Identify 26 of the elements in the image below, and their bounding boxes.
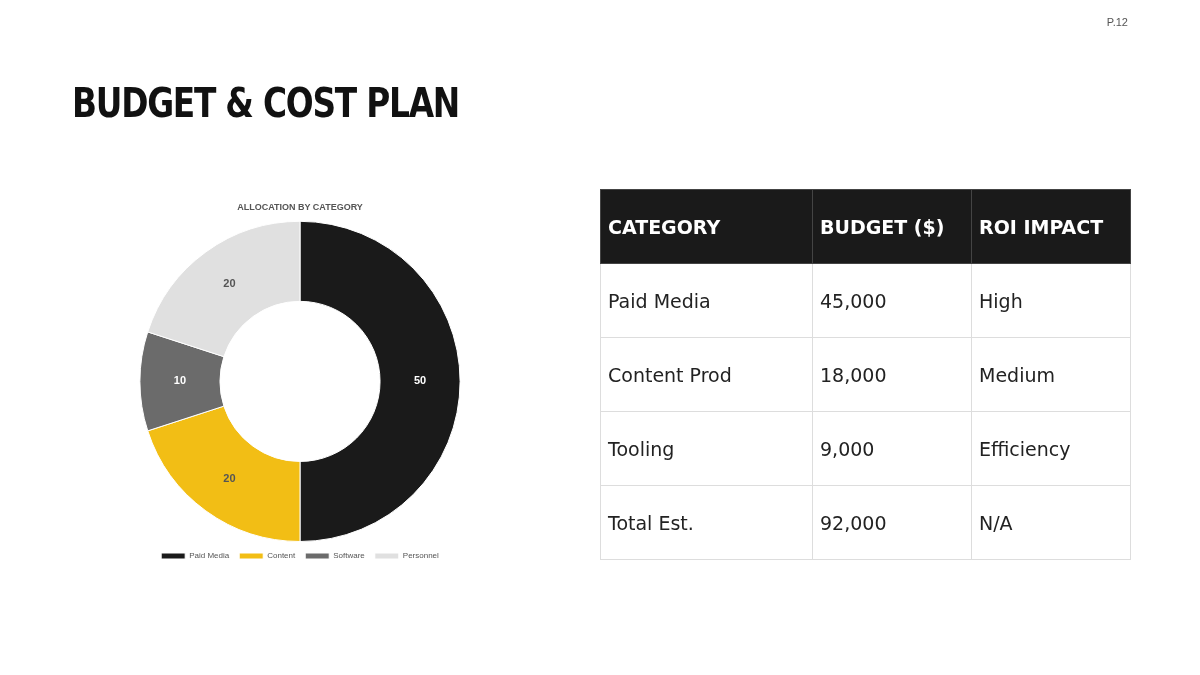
data-label: 20: [223, 471, 236, 484]
text: 9,000: [812, 411, 972, 486]
chart-title: ALLOCATION BY CATEGORY: [237, 201, 363, 212]
text: Content Prod: [600, 337, 813, 412]
data-label: 10: [173, 374, 187, 387]
category-label: CATEGORY: [600, 189, 813, 264]
text: P.12: [1106, 16, 1128, 28]
text: High: [971, 263, 1131, 338]
legend-label: Personnel: [402, 551, 440, 561]
legend-label: Paid Media: [189, 551, 230, 561]
text: N/A: [971, 485, 1131, 560]
category-label: BUDGET ($): [812, 189, 972, 264]
text: Medium: [971, 337, 1131, 412]
data-label: 20: [223, 277, 236, 290]
text: Paid Media: [600, 263, 813, 338]
text: Tooling: [600, 411, 813, 486]
legend-label: Content: [267, 551, 296, 561]
text: Efficiency: [971, 411, 1131, 486]
text: 92,000: [812, 485, 972, 560]
data-label: 50: [413, 374, 427, 387]
text: BUDGET & COST PLAN: [72, 80, 460, 126]
text: 45,000: [812, 263, 972, 338]
legend-label: Software: [333, 551, 366, 561]
category-label: ROI IMPACT: [971, 189, 1131, 264]
text: Total Est.: [600, 485, 813, 560]
text: 18,000: [812, 337, 972, 412]
